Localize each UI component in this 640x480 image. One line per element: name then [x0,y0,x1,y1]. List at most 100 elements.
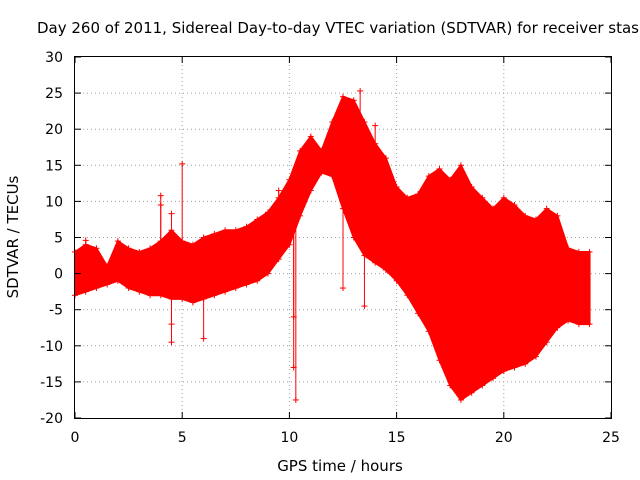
data-point-upper [232,227,239,234]
y-tick-label: -15 [40,375,63,391]
y-tick-label: -5 [49,303,63,319]
data-point-upper [479,194,486,201]
data-point-lower [522,360,529,367]
data-point-upper [436,165,443,172]
data-point-lower [586,321,593,328]
data-point-upper [468,183,475,190]
data-point-lower [297,212,304,219]
data-point-lower [82,288,89,295]
data-point-upper [543,205,550,212]
data-point-upper [554,212,561,219]
data-point-upper [147,245,154,252]
data-point-upper [586,248,593,255]
data-layer [72,87,593,403]
chart-title: Day 260 of 2011, Sidereal Day-to-day VTE… [37,19,639,37]
x-tick-label: 5 [178,430,187,446]
data-point-lower [447,382,454,389]
data-point-upper [361,118,368,125]
data-point-lower [457,396,464,403]
outlier-point [168,210,175,217]
y-tick-label: 5 [54,231,63,247]
outlier-point [168,321,175,328]
data-point-lower [425,328,432,335]
data-point-lower [436,357,443,364]
plot-frame [74,56,612,419]
data-point-upper [457,162,464,169]
data-point-upper [307,133,314,140]
data-point-lower [222,288,229,295]
outlier-point [357,87,364,94]
outlier-point [340,285,346,292]
data-point-lower [179,295,186,302]
data-point-lower [275,256,282,263]
x-tick-label: 0 [71,430,80,446]
y-tick-label: -10 [40,339,63,355]
data-point-lower [372,259,379,266]
data-point-upper [425,173,432,180]
data-point-lower [93,285,100,292]
data-point-upper [511,202,518,209]
data-point-lower [554,324,561,331]
data-point-lower [500,368,507,375]
data-point-lower [189,299,196,306]
data-point-upper [575,248,582,255]
outlier-point [157,202,164,209]
data-point-upper [447,176,454,183]
y-tick-label: 30 [45,50,63,66]
data-point-upper [243,223,250,230]
data-point-upper [500,194,507,201]
data-point-lower [136,288,143,295]
data-point-lower [243,281,250,288]
y-tick-label: 15 [45,158,63,174]
y-tick-label: 0 [54,267,63,283]
data-point-upper [382,155,389,162]
data-point-upper [189,241,196,248]
data-point-lower [404,292,411,299]
data-point-lower [104,281,111,288]
data-point-upper [404,194,411,201]
y-tick-label: 20 [45,122,63,138]
y-tick-label: 10 [45,194,63,210]
outlier-point [290,364,297,371]
data-point-upper [200,234,207,241]
data-point-lower [264,270,271,277]
data-point-lower [382,266,389,273]
data-point-lower [532,353,539,360]
data-point-upper [297,147,304,154]
data-point-upper [211,230,218,237]
data-point-lower [232,285,239,292]
data-point-upper [522,212,529,219]
x-tick-label: 15 [388,430,406,446]
data-point-upper [93,245,100,252]
data-point-upper [125,245,132,252]
outlier-point [275,187,282,194]
data-point-upper [350,97,357,104]
data-point-upper [286,176,293,183]
data-point-upper [254,216,261,223]
outlier-point [372,122,379,129]
data-point-lower [157,292,164,299]
outlier-point [361,303,368,310]
x-tick-label: 20 [495,430,513,446]
x-tick-label: 25 [602,430,620,446]
ticks: 0 5 10 15 20 25 -20 -15 -10 -5 0 5 10 15 20 25 30 [40,50,620,446]
data-point-upper [329,118,336,125]
data-point-lower [254,277,261,284]
outlier-point [157,192,164,199]
y-tick-label: -20 [40,411,63,427]
data-point-lower [307,187,314,194]
data-point-upper [318,147,325,154]
data-point-upper [565,245,572,252]
data-point-upper [264,209,271,216]
data-point-upper [393,183,400,190]
data-point-lower [147,292,154,299]
x-axis-title: GPS time / hours [277,457,403,475]
data-point-upper [532,216,539,223]
data-point-lower [318,169,325,176]
data-point-lower [286,241,293,248]
data-point-lower [575,321,582,328]
data-point-lower [211,292,218,299]
data-point-upper [415,191,422,198]
data-point-lower [329,173,336,180]
